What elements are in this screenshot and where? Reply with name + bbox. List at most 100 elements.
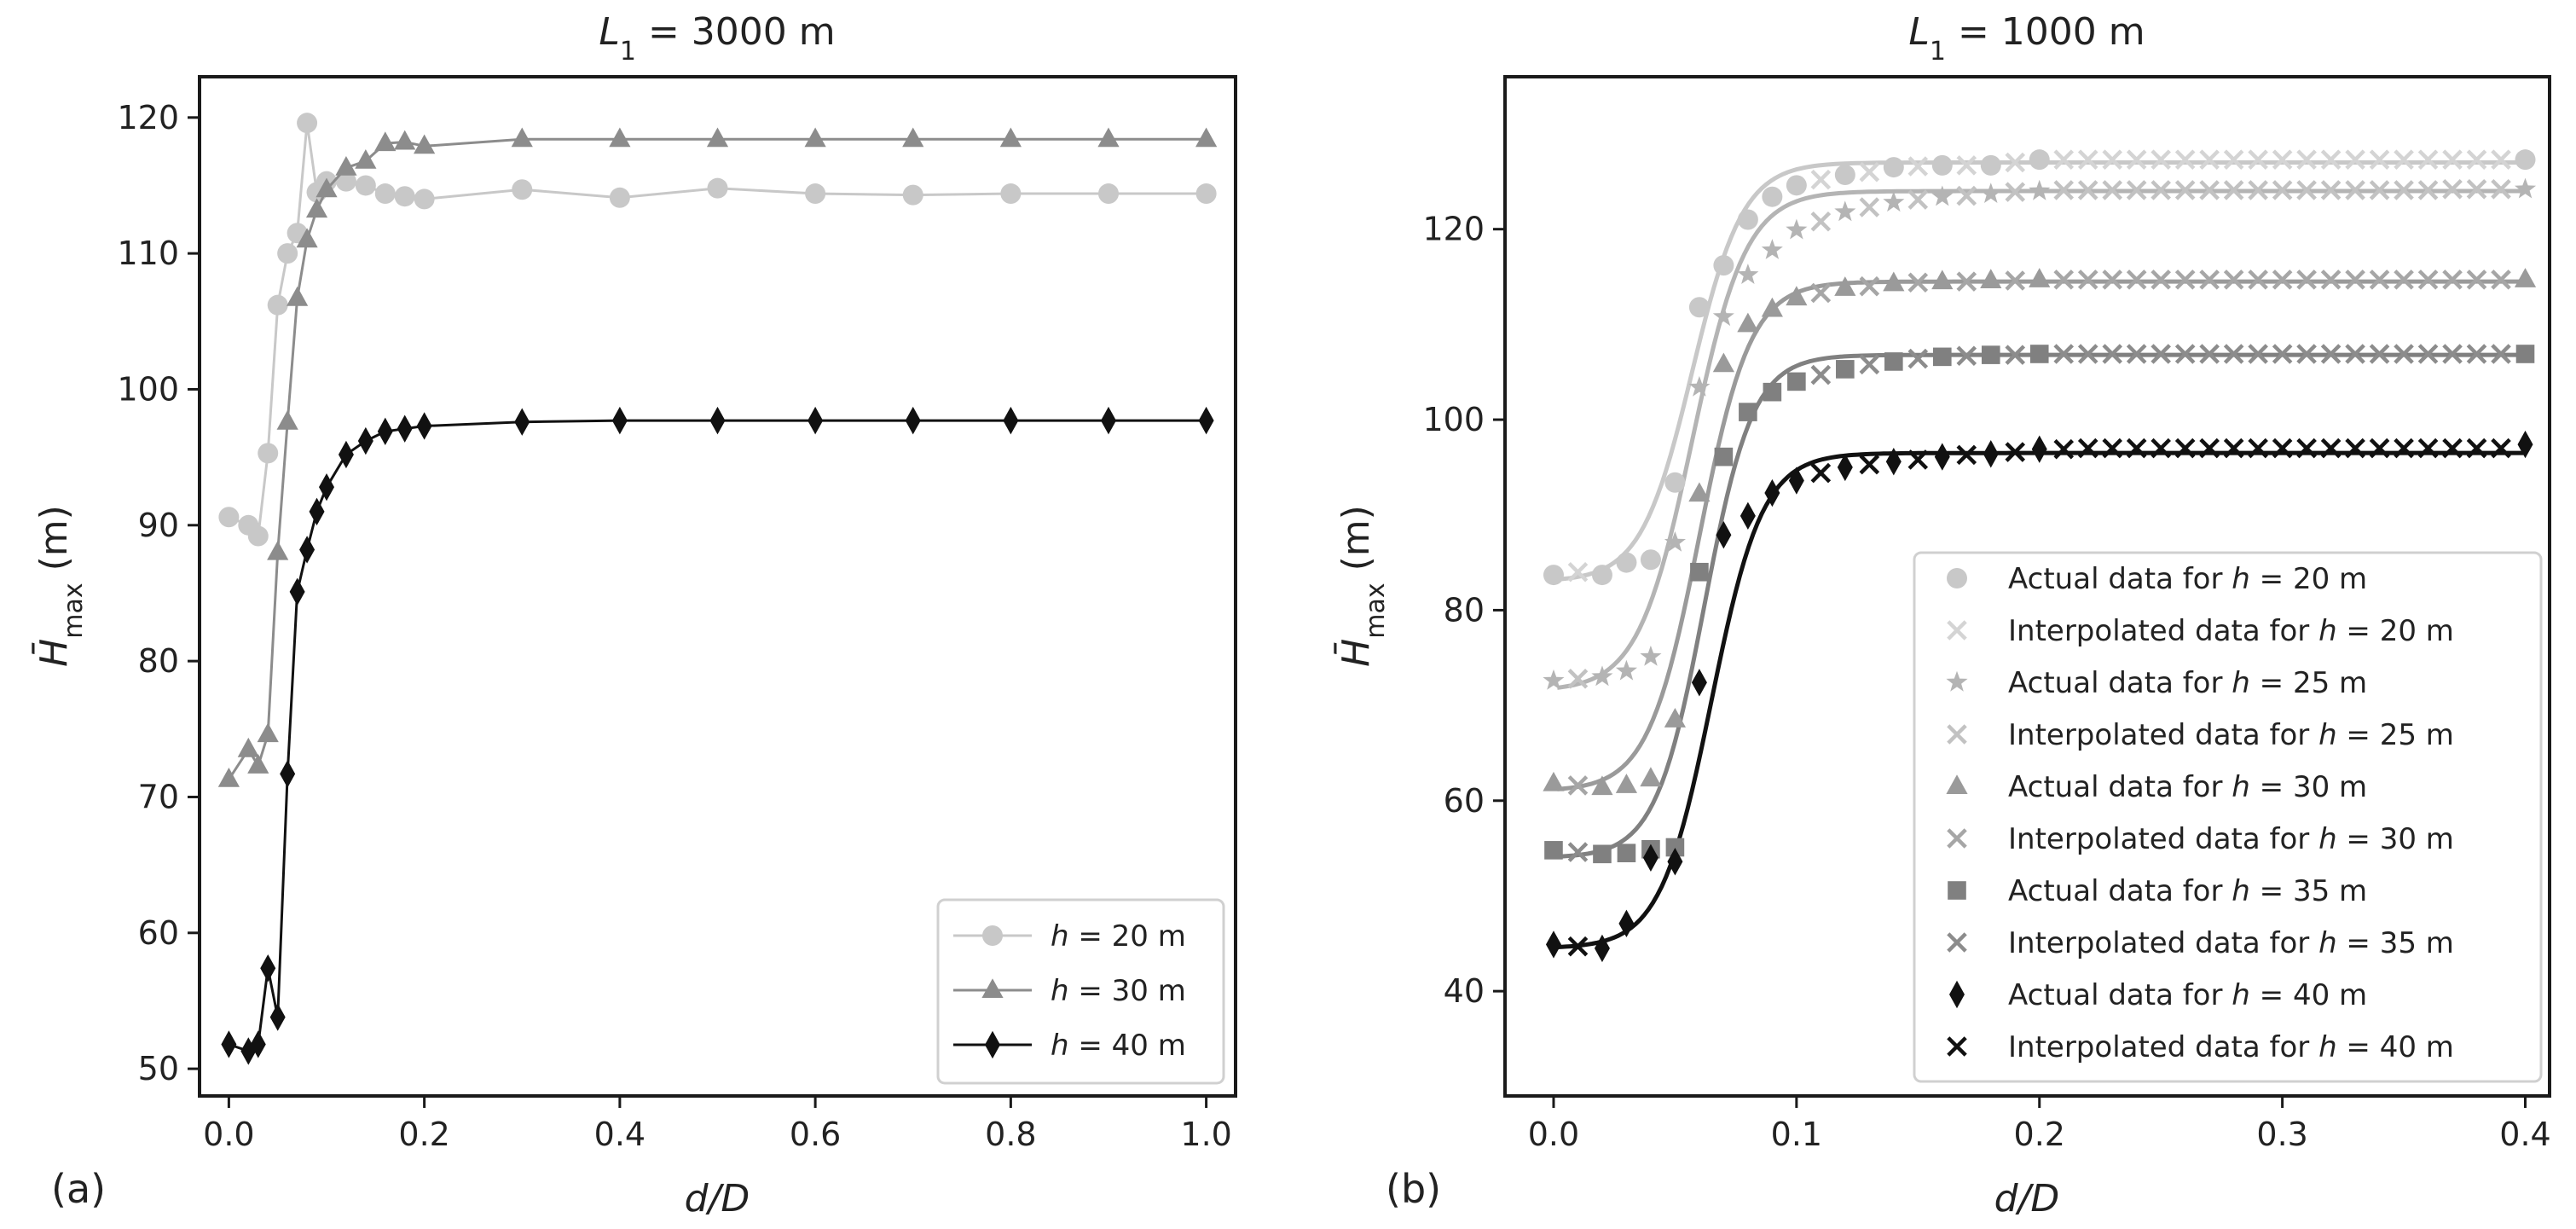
data-point [1195,127,1218,148]
data-point [1543,669,1565,690]
data-point [2369,270,2390,290]
data-point [2102,149,2123,170]
data-point [1956,345,1977,367]
data-point [1884,352,1903,371]
data-point [2151,270,2171,290]
data-point [1931,270,1954,290]
data-point [2199,438,2220,459]
data-point [2417,149,2439,170]
data-point [1690,562,1709,582]
data-point [394,186,415,207]
legend-label: Interpolated data for h = 25 m [2008,718,2454,752]
y-tick-label: 100 [1422,401,1485,438]
panel-b-ylabel-unit: (m) [1334,505,1378,583]
data-point [2174,344,2196,364]
data-point [267,294,288,316]
data-point [1097,183,1119,205]
data-point [2005,152,2026,173]
data-point [2369,438,2390,459]
data-point [2417,180,2439,200]
data-point [2466,149,2487,170]
panel-a-title-var: L [599,10,620,54]
data-point [808,406,824,435]
data-point [240,1037,257,1065]
data-point [297,113,318,134]
legend-label-prefix: Interpolated data for [2008,1030,2318,1064]
data-point [1640,645,1662,666]
data-point [1688,482,1711,502]
data-point [1883,191,1905,212]
data-point [1836,360,1855,379]
data-point [2514,268,2537,287]
data-point [1763,382,1782,402]
data-point [2296,149,2317,170]
data-point [1003,406,1019,435]
legend-label: Actual data for h = 25 m [2008,666,2367,700]
data-point [2126,438,2147,459]
data-point [2491,270,2511,290]
legend-marker [1946,774,1968,794]
panel-a-title: L1 = 3000 m [599,10,835,67]
legend-label-value: = 25 m [2250,666,2367,700]
legend-label-var: h [1051,974,1069,1008]
data-point [1713,255,1734,276]
y-tick-label: 40 [1444,972,1485,1010]
legend-box [936,898,1225,1085]
series-actual-data-for-h-30-m [1543,268,2537,796]
x-tick-label: 0.0 [1528,1116,1579,1153]
legend-label-var: h [1051,1029,1069,1063]
data-point [1591,775,1613,796]
data-point [2053,180,2075,200]
data-point [1567,842,1589,862]
legend-entry: Interpolated data for h = 35 m [1947,926,2454,960]
data-point [1907,156,1929,177]
legend-label: Actual data for h = 35 m [2008,874,2367,908]
data-point [2320,438,2342,459]
legend-label-value: = 35 m [2337,926,2454,960]
legend-entry: Actual data for h = 30 m [1946,770,2367,804]
data-point [2126,270,2147,290]
data-point [1980,269,2002,288]
data-point [1859,454,1880,475]
legend-label-prefix: Interpolated data for [2008,926,2318,960]
data-point [1956,155,1977,176]
legend-label: Interpolated data for h = 35 m [2008,926,2454,960]
data-point [2517,430,2533,459]
data-point [1907,449,1929,470]
panel-b-title: L1 = 1000 m [1908,10,2145,67]
legend-entry: Actual data for h = 20 m [1947,562,2367,596]
legend-marker [1948,881,1966,900]
data-point [1716,520,1732,549]
data-point [258,443,279,464]
legend-box [1913,551,2543,1083]
data-point [999,127,1022,148]
data-point [2174,438,2196,459]
data-point [609,127,631,148]
data-point [2029,268,2051,287]
data-point [247,754,269,774]
panel-b-letter: (b) [1386,1166,1441,1212]
legend-label-prefix: Interpolated data for [2008,822,2318,856]
data-point [1688,297,1710,318]
legend-entry: Interpolated data for h = 30 m [1947,822,2454,856]
data-point [2248,438,2268,459]
data-point [2320,149,2342,170]
data-point [706,127,729,148]
data-point [1545,930,1561,959]
data-point [1980,154,2001,176]
data-point [1837,453,1853,482]
data-point [2296,270,2317,290]
data-point [1885,447,1902,476]
data-point [309,497,325,526]
panel-a-title-sub: 1 [620,37,636,67]
legend-label-var: h [2318,926,2337,960]
data-point [2053,149,2075,170]
data-point [2174,270,2196,290]
data-point [250,1030,266,1058]
data-point [335,155,357,176]
legend-marker [1947,1036,1967,1057]
legend-label-var: h [2232,562,2250,596]
data-point [338,440,354,469]
data-point [2126,180,2147,200]
data-point [2296,180,2317,200]
